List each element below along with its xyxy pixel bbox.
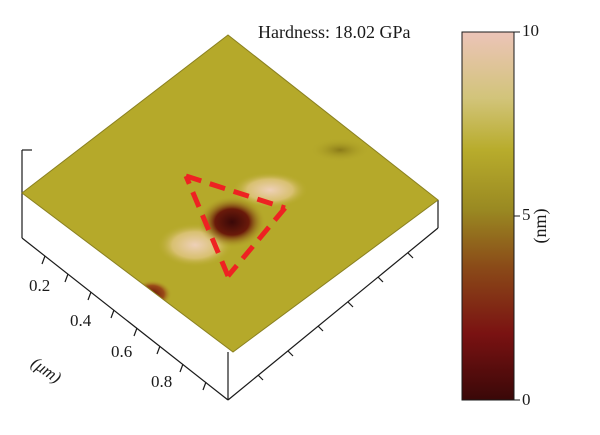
surface-plane — [22, 35, 438, 352]
indent-marker — [183, 173, 287, 278]
axis-ticks — [41, 252, 414, 391]
hardness-label: Hardness: 18.02 GPa — [258, 22, 411, 42]
colorbar-unit-label: (nm) — [530, 208, 550, 244]
axis-tick-label: 0.6 — [111, 342, 133, 361]
surface-edge — [21, 34, 439, 353]
indent-pit — [198, 196, 266, 248]
colorbar-mid-label: 5 — [522, 205, 531, 224]
axis-tick-label: 0.8 — [151, 372, 173, 391]
colorbar-max-label: 10 — [522, 21, 539, 40]
surface-spot — [132, 280, 172, 308]
axis-tick-label: 0.4 — [70, 311, 92, 330]
surface-shade — [310, 138, 370, 162]
box-frame — [21, 149, 439, 401]
surface — [21, 34, 439, 353]
colorbar-min-label: 0 — [522, 390, 531, 409]
axis-tick-label: 0.2 — [29, 276, 51, 295]
colorbar — [461, 31, 520, 401]
pileup-right — [232, 172, 308, 208]
